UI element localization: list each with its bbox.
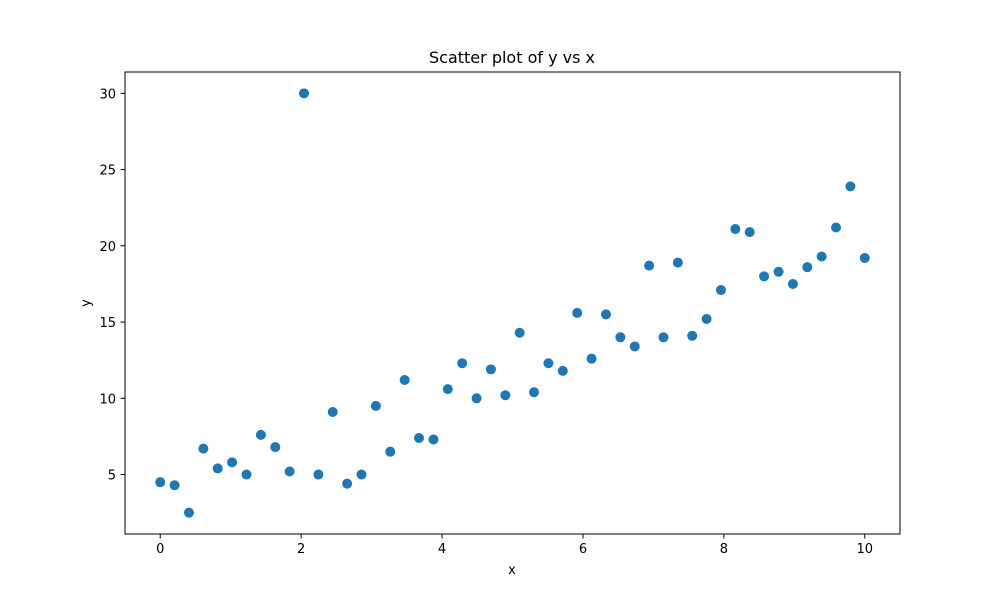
data-point [672, 257, 683, 268]
x-tick-label: 6 [579, 542, 587, 557]
y-tick-label: 10 [99, 392, 116, 407]
data-point [759, 271, 770, 282]
data-point [471, 393, 482, 404]
x-tick-label: 10 [856, 542, 873, 557]
data-point [370, 400, 381, 411]
x-axis-label: x [508, 563, 516, 578]
data-point [457, 358, 468, 369]
data-point [744, 227, 755, 238]
data-point [284, 466, 295, 477]
data-point [802, 262, 813, 273]
data-point [859, 253, 870, 264]
data-point [270, 442, 281, 453]
data-point [342, 478, 353, 489]
y-axis-ticks: 5 10 15 20 25 30 [99, 87, 125, 484]
data-point [442, 384, 453, 395]
data-point [644, 260, 655, 271]
data-point [500, 390, 511, 401]
data-point [428, 434, 439, 445]
data-point [514, 327, 525, 338]
data-point [241, 469, 252, 480]
y-axis-label: y [79, 299, 94, 307]
data-point [787, 278, 798, 289]
data-point [816, 251, 827, 262]
data-point [327, 407, 338, 418]
x-tick-label: 8 [720, 542, 728, 557]
data-point [572, 307, 583, 318]
data-point [615, 332, 626, 343]
data-point [543, 358, 554, 369]
data-point [773, 266, 784, 277]
data-point [155, 477, 166, 488]
x-tick-label: 2 [297, 542, 305, 557]
data-point [658, 332, 669, 343]
y-tick-label: 20 [99, 240, 116, 255]
plot-frame [124, 71, 901, 535]
data-point [586, 353, 597, 364]
data-point [169, 480, 180, 491]
chart-title: Scatter plot of y vs x [429, 48, 595, 67]
data-point [485, 364, 496, 375]
data-point [227, 457, 238, 468]
data-point [687, 330, 698, 341]
data-point [399, 375, 410, 385]
x-tick-label: 4 [438, 542, 446, 557]
y-tick-label: 25 [99, 164, 116, 179]
x-tick-label: 0 [156, 542, 164, 557]
y-tick-label: 15 [99, 316, 116, 331]
data-point [730, 224, 741, 235]
data-point [831, 222, 842, 233]
y-tick-label: 30 [99, 87, 116, 102]
data-point [600, 309, 611, 320]
data-point [557, 365, 568, 376]
data-point [414, 432, 425, 443]
data-point [183, 507, 194, 518]
data-point [299, 88, 310, 99]
data-point [715, 285, 726, 296]
data-point [255, 429, 266, 440]
data-point [212, 463, 223, 474]
x-axis-ticks: 0 2 4 6 8 10 [156, 534, 873, 557]
data-point [529, 387, 540, 398]
data-point [385, 446, 396, 457]
data-point [629, 341, 640, 352]
data-points [155, 88, 870, 518]
data-point [198, 443, 209, 454]
data-point [356, 469, 367, 480]
y-tick-label: 5 [108, 469, 116, 484]
data-point [313, 469, 324, 480]
data-point [701, 314, 712, 325]
plot-area: 0 2 4 6 8 10 5 10 15 20 25 30 [99, 71, 901, 557]
data-point [845, 181, 856, 192]
